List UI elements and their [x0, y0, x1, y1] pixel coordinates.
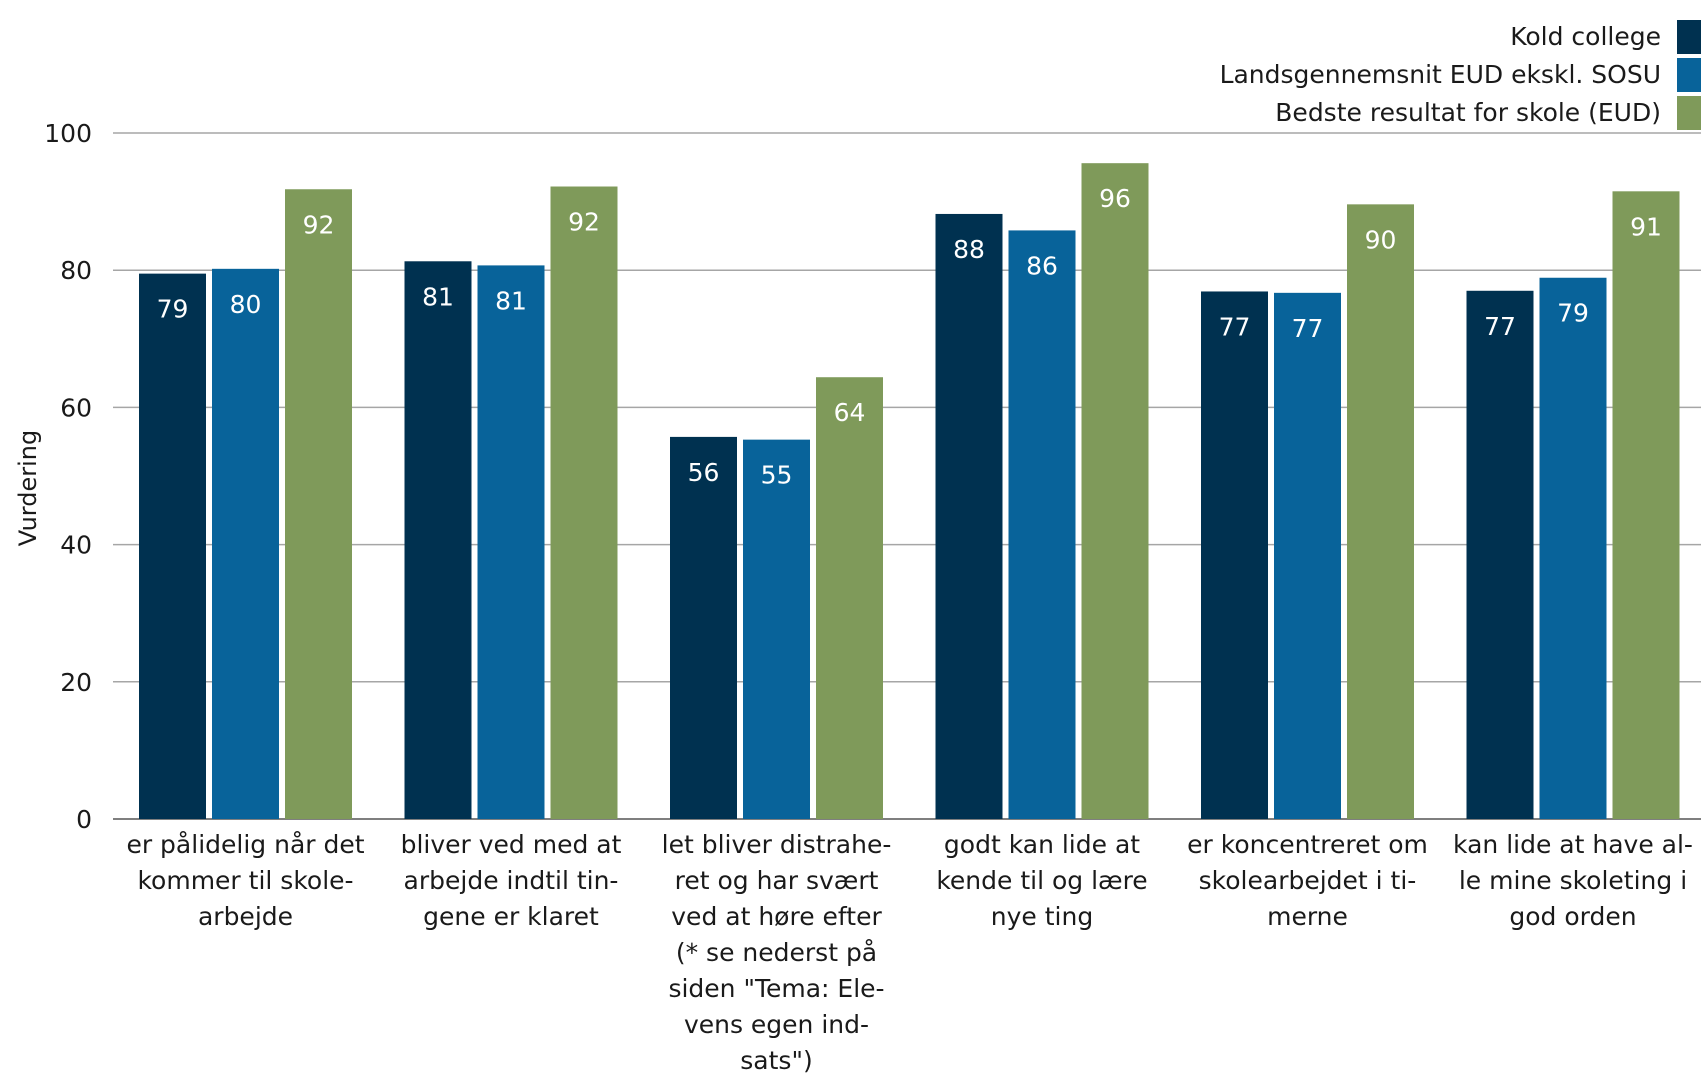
- data-label: 56: [688, 458, 720, 487]
- bar: [816, 377, 883, 819]
- legend-swatch: [1677, 20, 1701, 54]
- y-tick-label: 60: [60, 393, 92, 422]
- x-category-label-line: nye ting: [991, 902, 1093, 931]
- x-category-label-line: kommer til skole-: [137, 866, 353, 895]
- bar: [212, 268, 279, 819]
- data-label: 77: [1219, 312, 1251, 341]
- data-label: 55: [761, 461, 793, 490]
- bar: [743, 439, 810, 819]
- data-label: 86: [1026, 251, 1058, 280]
- data-label: 80: [230, 290, 262, 319]
- bar: [1008, 230, 1076, 820]
- legend-label: Kold college: [1510, 22, 1661, 51]
- x-category-label: let bliver distrahe-ret og har svært ved …: [662, 830, 892, 1074]
- x-category-label-line: arbejde indtil tin-: [404, 866, 619, 895]
- bar: [139, 273, 206, 819]
- x-category-label-line: er pålidelig når det: [126, 830, 364, 859]
- data-label: 90: [1365, 225, 1397, 254]
- x-category-label: er koncentreret om skolearbejdet i ti-mer…: [1187, 830, 1428, 931]
- bar: [1201, 291, 1268, 819]
- x-category-label-line: bliver ved med at: [401, 830, 622, 859]
- y-tick-label: 40: [60, 531, 92, 560]
- y-tick-label: 20: [60, 668, 92, 697]
- legend-label: Bedste resultat for skole (EUD): [1275, 98, 1661, 127]
- x-category-label-line: gene er klaret: [423, 902, 599, 931]
- data-label: 79: [157, 295, 189, 324]
- y-axis-title: Vurdering: [14, 430, 42, 546]
- x-category-label-line: skolearbejdet i ti-: [1199, 866, 1417, 895]
- data-label: 92: [568, 208, 600, 237]
- x-category-label-line: kan lide at have al-: [1453, 830, 1693, 859]
- bar: [1539, 277, 1607, 820]
- bar: [477, 265, 545, 819]
- bar: [1347, 204, 1414, 819]
- bar: [1274, 292, 1341, 819]
- data-label: 77: [1292, 314, 1324, 343]
- y-tick-label: 100: [44, 119, 92, 148]
- bar: [1466, 290, 1534, 819]
- x-category-label: kan lide at have al-le mine skoleting i g…: [1453, 830, 1693, 931]
- data-label: 92: [303, 210, 335, 239]
- data-label: 64: [834, 398, 866, 427]
- bar: [404, 261, 472, 820]
- x-category-label-line: (* se nederst på: [676, 938, 877, 967]
- y-tick-label: 0: [76, 805, 92, 834]
- data-labels: 79 80 92 81 81 92 56 55 64 88 86 96 77 77 90 77 79 91: [157, 184, 1662, 489]
- y-axis: 0 20 40 60 80 100: [44, 119, 92, 834]
- x-category-label-line: merne: [1267, 902, 1348, 931]
- data-label: 91: [1630, 212, 1662, 241]
- legend: Kold college Landsgennemsnit EUD ekskl. S…: [1220, 20, 1701, 130]
- x-category-label-line: let bliver distrahe-: [662, 830, 892, 859]
- bar: [1081, 163, 1149, 819]
- bar: [1612, 191, 1680, 819]
- bar: [285, 189, 352, 819]
- y-tick-label: 80: [60, 256, 92, 285]
- x-axis: er pålidelig når det kommer til skole-arb…: [126, 830, 1692, 1074]
- bar: [550, 186, 618, 819]
- x-category-label-line: vens egen ind-: [684, 1010, 869, 1039]
- gridlines: [113, 132, 1701, 820]
- data-label: 81: [495, 286, 527, 315]
- x-category-label-line: le mine skoleting i: [1459, 866, 1687, 895]
- bars: [139, 163, 1680, 820]
- data-label: 77: [1484, 312, 1516, 341]
- x-category-label-line: siden "Tema: Ele-: [668, 974, 884, 1003]
- x-category-label-line: ret og har svært: [675, 866, 879, 895]
- x-category-label: er pålidelig når det kommer til skole-arb…: [126, 830, 364, 931]
- legend-label: Landsgennemsnit EUD ekskl. SOSU: [1220, 60, 1661, 89]
- bar: [670, 436, 737, 819]
- bar: [935, 213, 1003, 819]
- x-category-label-line: ved at høre efter: [671, 902, 882, 931]
- data-label: 88: [953, 235, 985, 264]
- x-category-label-line: kende til og lære: [936, 866, 1147, 895]
- x-category-label-line: godt kan lide at: [944, 830, 1140, 859]
- x-category-label: bliver ved med at arbejde indtil tin-gene…: [401, 830, 622, 931]
- x-category-label: godt kan lide at kende til og lære nye tin…: [936, 830, 1147, 931]
- x-category-label-line: sats"): [740, 1046, 812, 1074]
- x-category-label-line: er koncentreret om: [1187, 830, 1428, 859]
- legend-swatch: [1677, 96, 1701, 130]
- data-label: 79: [1557, 299, 1589, 328]
- legend-swatch: [1677, 58, 1701, 92]
- data-label: 96: [1099, 184, 1131, 213]
- x-category-label-line: god orden: [1509, 902, 1636, 931]
- x-category-label-line: arbejde: [198, 902, 293, 931]
- data-label: 81: [422, 282, 454, 311]
